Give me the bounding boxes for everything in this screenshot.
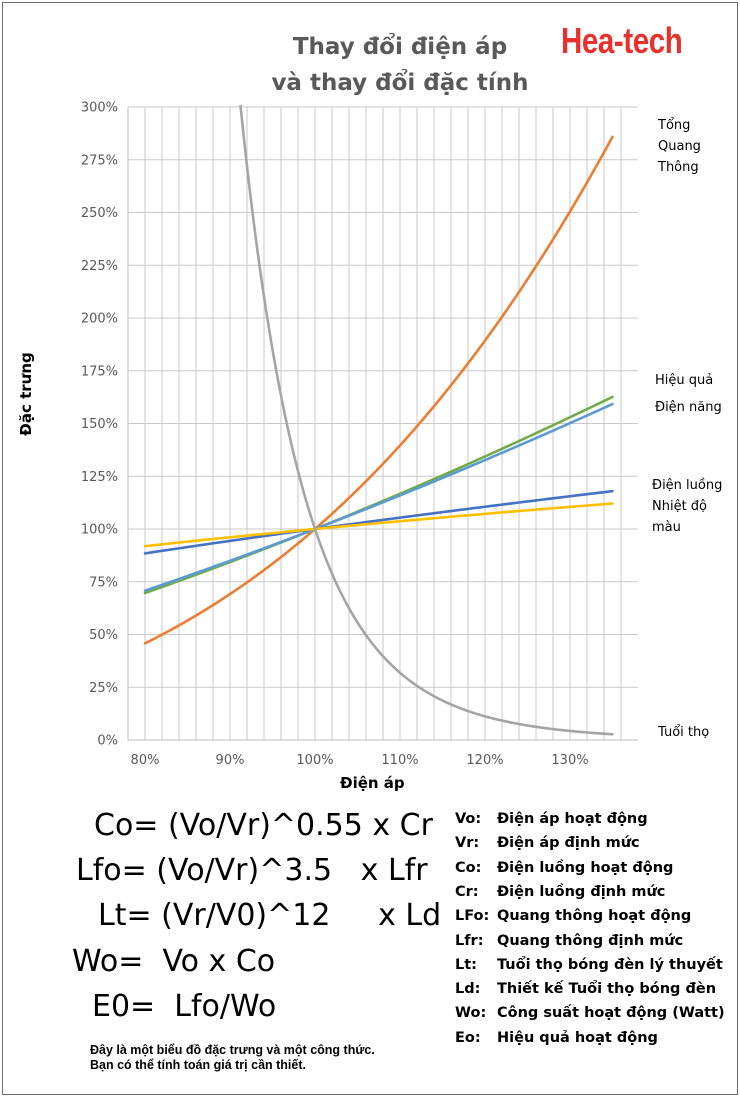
legend-key: Ld: xyxy=(455,981,481,998)
y-tick-label: 125% xyxy=(81,470,118,485)
y-tick-label: 275% xyxy=(81,153,118,168)
note-line1: Đây là một biểu đồ đặc trưng và một công… xyxy=(90,1043,375,1057)
series-line xyxy=(143,395,614,595)
x-tick-label: 110% xyxy=(381,753,418,768)
series-line xyxy=(239,105,614,736)
chart-tick-labels: 0% 25% 50% 75% 100% 125% 150% 175% 200% 225% 250% 2… xyxy=(81,101,589,769)
legend-desc: Điện luồng định mức xyxy=(497,883,666,900)
legend-key: Wo: xyxy=(455,1005,487,1022)
legend-key: Lfr: xyxy=(455,932,484,949)
legend-key: Lt: xyxy=(455,956,477,973)
x-tick-label: 90% xyxy=(216,753,245,768)
y-tick-label: 25% xyxy=(89,681,118,696)
legend-row: Lt: Tuổi thọ bóng đèn lý thuyết xyxy=(455,957,723,973)
legend-desc: Công suất hoạt động (Watt) xyxy=(497,1005,725,1022)
y-tick-label: 250% xyxy=(81,206,118,221)
y-tick-label: 150% xyxy=(81,417,118,432)
y-tick-label: 225% xyxy=(81,259,118,274)
series-label-efficiency: Hiệu quả xyxy=(655,373,714,388)
formula-efficiency: E0= Lfo/Wo xyxy=(92,989,277,1024)
y-tick-label: 100% xyxy=(81,523,118,538)
brand-logo: Hea-tech xyxy=(561,20,683,61)
legend-key: Cr: xyxy=(455,883,479,900)
legend-key: Eo: xyxy=(455,1029,481,1046)
legend-desc: Quang thông định mức xyxy=(497,932,684,949)
note-line2: Bạn có thể tính toán giá trị cần thiết. xyxy=(90,1058,306,1072)
formula-flux: Lfo= (Vo/Vr)^3.5 x Lfr xyxy=(76,853,428,888)
x-tick-label: 80% xyxy=(131,753,160,768)
series-line xyxy=(143,135,614,645)
chart-title-line1: Thay đổi điện áp xyxy=(292,34,508,60)
chart-plot: 0% 25% 50% 75% 100% 125% 150% 175% 200% 225% 250% 2… xyxy=(81,101,638,769)
legend-desc: Điện luồng hoạt động xyxy=(497,859,674,876)
y-tick-label: 0% xyxy=(97,734,118,749)
y-axis-label: Đặc trưng xyxy=(17,352,35,436)
y-tick-label: 175% xyxy=(81,364,118,379)
series-line xyxy=(143,402,614,592)
legend-desc: Điện áp định mức xyxy=(497,835,640,852)
series-label-color-temp: Nhiệt độ màu xyxy=(652,499,708,535)
legend-row: Vr: Điện áp định mức xyxy=(455,835,640,851)
legend-key: Co: xyxy=(455,859,482,876)
y-tick-label: 75% xyxy=(89,575,118,590)
legend-row: Ld: Thiết kế Tuổi thọ bóng đèn xyxy=(455,981,716,997)
legend-row: Co: Điện luồng hoạt động xyxy=(455,860,673,876)
legend-desc: Điện áp hoạt động xyxy=(497,811,648,827)
legend-desc: Hiệu quả hoạt động xyxy=(497,1029,658,1046)
formula-current: Co= (Vo/Vr)^0.55 x Cr xyxy=(94,808,433,843)
series-label-current: Điện luồng xyxy=(652,478,723,493)
formula-power: Wo= Vo x Co xyxy=(72,944,276,979)
legend-row: Vo: Điện áp hoạt động xyxy=(455,811,648,827)
legend-row: LFo: Quang thông hoạt động xyxy=(455,908,691,924)
y-tick-label: 200% xyxy=(81,312,118,327)
legend-row: Cr: Điện luồng định mức xyxy=(455,884,665,900)
y-tick-label: 50% xyxy=(89,628,118,643)
series-label-lifetime: Tuổi thọ xyxy=(658,725,710,740)
chart-grid xyxy=(128,106,638,741)
chart-title-line2: và thay đổi đặc tính xyxy=(271,70,529,96)
legend-row: Eo: Hiệu quả hoạt động xyxy=(455,1030,658,1046)
formula-lifetime: Lt= (Vr/V0)^12 x Ld xyxy=(98,898,442,933)
legend-desc: Tuổi thọ bóng đèn lý thuyết xyxy=(497,956,723,973)
chart-axes xyxy=(127,107,638,741)
legend-key: Vr: xyxy=(455,835,480,852)
x-axis-label: Điện áp xyxy=(340,774,405,792)
chart-series-lines xyxy=(143,105,614,736)
series-line xyxy=(143,502,614,548)
series-label-luminous-flux: Tổng Quang Thông xyxy=(658,118,701,175)
series-label-power: Điện năng xyxy=(655,400,722,415)
x-tick-label: 120% xyxy=(466,753,503,768)
series-line xyxy=(143,489,614,555)
legend-key: LFo: xyxy=(455,908,490,925)
legend-row: Wo: Công suất hoạt động (Watt) xyxy=(455,1005,725,1021)
legend-desc: Quang thông hoạt động xyxy=(497,908,692,925)
legend-key: Vo: xyxy=(455,811,482,827)
x-tick-label: 130% xyxy=(551,753,588,768)
legend-row: Lfr: Quang thông định mức xyxy=(455,933,683,949)
legend-desc: Thiết kế Tuổi thọ bóng đèn xyxy=(497,981,717,998)
x-tick-label: 100% xyxy=(296,753,333,768)
y-tick-label: 300% xyxy=(81,101,118,116)
